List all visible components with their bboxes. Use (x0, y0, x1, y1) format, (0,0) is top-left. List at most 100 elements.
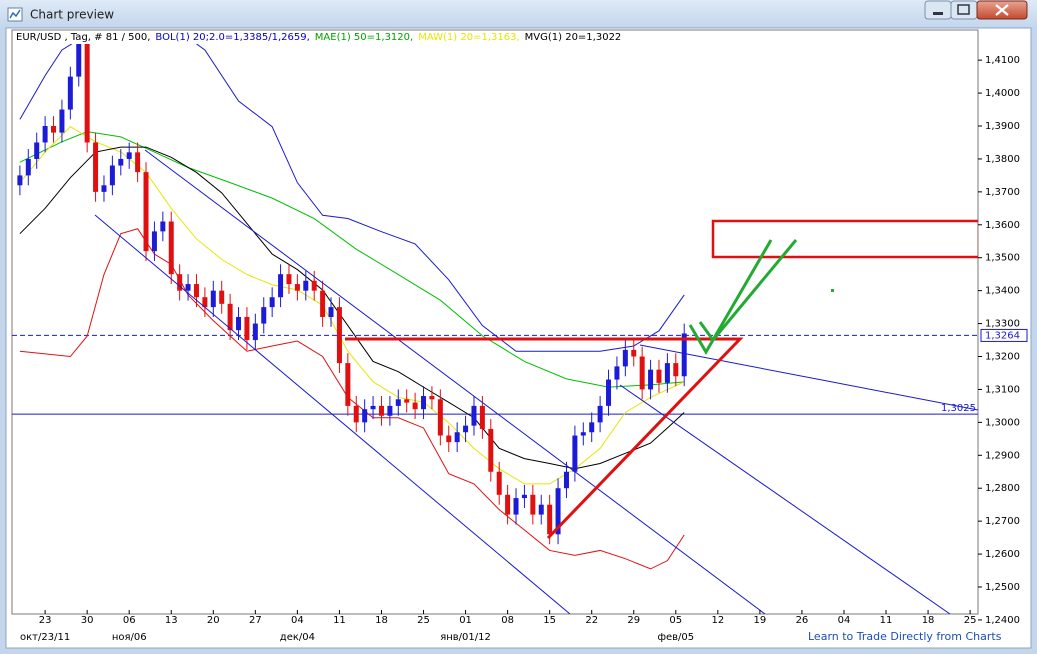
candle-body (479, 405, 485, 429)
y-tick-label: 1,2400 (985, 615, 1020, 626)
candle-body (177, 274, 183, 291)
candle-body (496, 471, 502, 495)
candle-body (76, 44, 82, 77)
candle-body (572, 435, 578, 472)
x-tick-label: 20 (207, 615, 220, 626)
candle-body (151, 231, 157, 252)
candle-body (538, 504, 544, 515)
candle-body (278, 274, 284, 298)
x-period-label: ноя/06 (112, 632, 147, 643)
y-tick-label: 1,3600 (985, 220, 1020, 231)
indicator-label: MAW(1) 20=1,3163, (418, 32, 519, 43)
candle-body (34, 142, 40, 159)
y-tick-label: 1,3300 (985, 319, 1020, 330)
x-tick-label: 22 (585, 615, 598, 626)
y-tick-label: 1,4100 (985, 55, 1020, 66)
candle-body (320, 290, 326, 317)
plot-area (11, 29, 979, 615)
price-label: 1,3264 (985, 330, 1020, 341)
candle-body (126, 152, 132, 159)
price-label: 1,3025 (941, 403, 976, 414)
candle-body (84, 44, 90, 143)
y-tick-label: 1,3100 (985, 384, 1020, 395)
x-tick-label: 08 (501, 615, 514, 626)
trend-line (639, 344, 978, 411)
candle-body (93, 142, 99, 192)
close-button[interactable] (976, 0, 1028, 20)
target-zone (711, 219, 978, 259)
candle-body (412, 402, 418, 410)
x-tick-label: 18 (375, 615, 388, 626)
candle-body (42, 126, 48, 143)
candle-body (580, 432, 586, 436)
candle-body (513, 498, 519, 515)
candle-body (488, 428, 494, 472)
title-bar (0, 0, 1037, 28)
marker-dot (831, 289, 834, 292)
y-tick-label: 1,2500 (985, 582, 1020, 593)
candle-body (219, 290, 225, 304)
maximize-button[interactable] (950, 0, 978, 20)
indicator-label: EUR/USD , Tag, # 81 / 500, (16, 32, 150, 43)
y-tick-label: 1,2600 (985, 549, 1020, 560)
x-period-label: дек/04 (280, 632, 315, 643)
candle-body (59, 109, 65, 133)
x-tick-label: 15 (543, 615, 556, 626)
candle-body (286, 274, 292, 285)
candle-body (421, 396, 427, 410)
candle-body (454, 432, 460, 443)
candle-body (227, 303, 233, 331)
candle-body (168, 221, 174, 275)
channel-line (144, 149, 766, 614)
candle-body (664, 363, 670, 383)
candle-body (673, 363, 679, 377)
candle-body (597, 405, 603, 423)
candle-body (135, 152, 141, 173)
candle-body (244, 316, 250, 341)
candle-body (118, 158, 124, 166)
candle-body (51, 126, 57, 133)
help-link[interactable]: Learn to Trade Directly from Charts (808, 630, 1002, 643)
candle-body (471, 405, 477, 426)
indicator-label: BOL(1) 20;2.0=1,3385/1,2659, (155, 32, 309, 43)
candle-body (328, 307, 334, 317)
candle-body (303, 280, 309, 291)
candle-body (25, 158, 31, 176)
candle-body (446, 435, 452, 443)
candle-body (463, 425, 469, 433)
arrow-check (688, 239, 773, 355)
candle-body (404, 399, 410, 403)
x-tick-label: 26 (796, 615, 809, 626)
x-tick-label: 27 (249, 615, 262, 626)
candle-body (521, 494, 527, 499)
candle-body (67, 76, 73, 110)
x-period-label: янв/01/12 (440, 632, 491, 643)
candle-body (656, 369, 662, 383)
candle-body (345, 363, 351, 406)
x-tick-label: 11 (333, 615, 346, 626)
candle-body (294, 284, 300, 291)
candle-body (530, 494, 536, 515)
y-tick-label: 1,2800 (985, 483, 1020, 494)
candle-body (622, 349, 628, 367)
candle-body (614, 366, 620, 380)
candle-body (505, 494, 511, 515)
channel-line (94, 214, 571, 614)
candle-body (387, 405, 393, 416)
channel-line (619, 384, 951, 614)
app-icon (7, 7, 23, 22)
plot (12, 44, 978, 570)
candle-body (353, 405, 359, 423)
y-tick-label: 1,3400 (985, 286, 1020, 297)
y-tick-label: 1,3800 (985, 154, 1020, 165)
y-tick-label: 1,3200 (985, 352, 1020, 363)
indicator-line (19, 131, 685, 388)
x-tick-label: 30 (81, 615, 94, 626)
candle-body (261, 307, 267, 324)
minimize-button[interactable] (924, 0, 952, 20)
window-title: Chart preview (30, 8, 114, 22)
x-tick-label: 25 (964, 615, 977, 626)
y-tick-label: 1,2900 (985, 450, 1020, 461)
